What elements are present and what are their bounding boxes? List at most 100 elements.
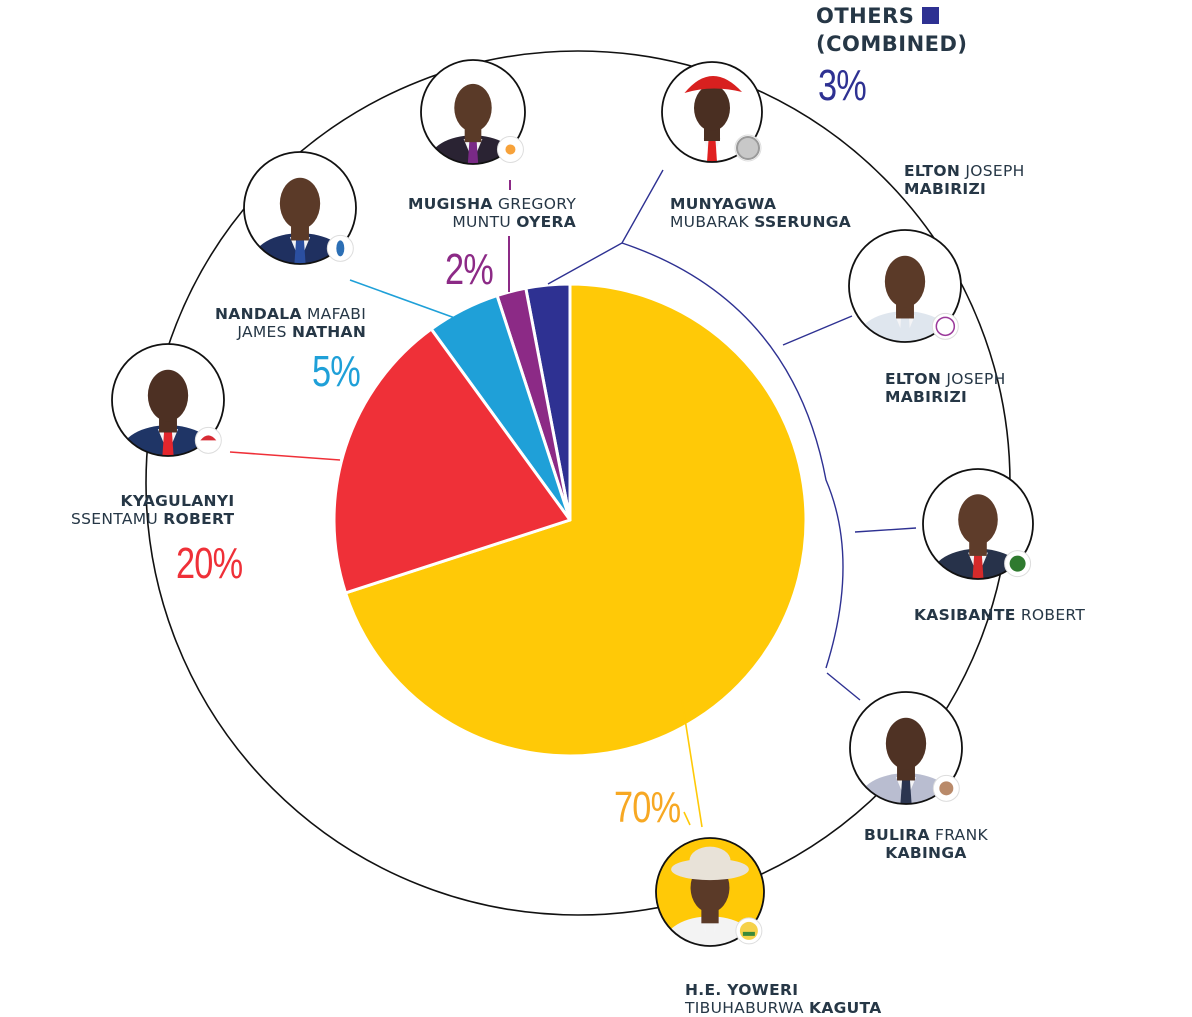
nup-umbrella-icon [194, 426, 222, 454]
others-legend-swatch [922, 7, 940, 24]
photo-frame [849, 691, 963, 805]
portrait-head [885, 717, 927, 770]
pct-label-kyagulanyi: 20% [176, 539, 243, 588]
name-part: ELTON [885, 370, 942, 388]
name-part: MUNTU [452, 213, 517, 231]
name-part: KABINGA [885, 844, 967, 862]
candidate-name-museveni: H.E. YOWERI TIBUHABURWA KAGUTA [685, 981, 882, 1017]
name-part: JOSEPH [941, 370, 1006, 388]
portrait-mugisha [428, 83, 518, 164]
name-part: GREGORY [492, 195, 577, 213]
bulb-icon [496, 135, 524, 163]
candidate-photo-bulira [849, 691, 963, 805]
candidate-name-kyagulanyi: KYAGULANYI SSENTAMU ROBERT [71, 492, 234, 528]
hat-crown [689, 846, 731, 875]
connector-museveni [681, 699, 703, 828]
name-part: SSERUNGA [754, 213, 852, 231]
photo-frame [111, 343, 225, 457]
portrait-tie [294, 239, 306, 264]
name-part: NANDALA [215, 305, 302, 323]
name-part: FRANK [929, 826, 988, 844]
portrait-tie [899, 317, 911, 342]
name-part: JAMES [237, 323, 293, 341]
portrait-head [884, 255, 926, 308]
candidate-name-munyagwa: MUNYAGWA MUBARAK SSERUNGA [670, 195, 851, 231]
others-bracket-arc [621, 242, 844, 669]
name-part: MABIRIZI [885, 388, 968, 406]
nrp-emblem-icon [1004, 550, 1032, 578]
name-part: NATHAN [292, 323, 367, 341]
candidate-name-nandala: NANDALA MAFABI JAMES NATHAN [215, 305, 366, 341]
candidate-photo-mugisha [420, 59, 526, 165]
pct-label-museveni: 70% [614, 783, 681, 832]
portrait-tie [704, 922, 716, 946]
name-part: TIBUHABURWA [685, 999, 810, 1017]
candidate-name-kasibante: KASIBANTE ROBERT [914, 606, 1085, 624]
name-part: MUBARAK [670, 213, 755, 231]
portrait-tie [162, 431, 174, 456]
others-title-line2: (COMBINED) [816, 32, 968, 56]
portrait-head [279, 177, 321, 230]
others-title-line1: OTHERS [816, 4, 915, 28]
portrait-kasibante [931, 494, 1025, 579]
name-part: KAGUTA [809, 999, 882, 1017]
name-part: BULIRA [864, 826, 930, 844]
name-part: ROBERT [163, 510, 235, 528]
candidate-name-elton-top: ELTON JOSEPH MABIRIZI [904, 162, 1025, 198]
portrait-museveni [664, 846, 756, 946]
name-part: KYAGULANYI [120, 492, 235, 510]
hands-emblem-icon [932, 774, 960, 802]
candidate-photo-elton [848, 229, 962, 343]
fdc-emblem-icon [326, 234, 354, 262]
coin-icon [734, 134, 762, 162]
name-part: MUNYAGWA [670, 195, 777, 213]
name-part: OYERA [516, 213, 577, 231]
photo-frame [848, 229, 962, 343]
connector-kyagulanyi [229, 451, 341, 461]
pie-slice-museveni [344, 282, 808, 758]
pie-slice-kyagulanyi [332, 327, 572, 595]
photo-frame [243, 151, 357, 265]
portrait-tie [900, 779, 912, 804]
candidate-photo-munyagwa [661, 61, 763, 163]
name-part: SSENTAMU [71, 510, 164, 528]
connector-elton [782, 315, 853, 346]
red-beret [684, 75, 742, 93]
candidate-name-mugisha: MUGISHA GREGORY MUNTU OYERA [408, 195, 576, 231]
others-pct-label: 3% [818, 61, 867, 110]
portrait-tie [467, 141, 479, 164]
portrait-bulira [858, 717, 954, 804]
name-part: MUGISHA [408, 195, 493, 213]
portrait-head [958, 494, 998, 545]
portrait-kyagulanyi [120, 369, 216, 456]
photo-frame [661, 61, 763, 163]
pct-label-nandala: 5% [312, 347, 361, 396]
name-part: JOSEPH [960, 162, 1025, 180]
nrm-emblem-icon [735, 917, 763, 945]
connector-kasibante [854, 527, 917, 533]
others-legend: OTHERS (COMBINED) [816, 2, 968, 58]
portrait-head [147, 369, 189, 422]
portrait-head [694, 85, 730, 131]
name-part: KASIBANTE [914, 606, 1016, 624]
name-part: H.E. YOWERI [685, 981, 799, 999]
portrait-tie [707, 140, 717, 162]
cp-emblem-icon [931, 312, 959, 340]
photo-frame [420, 59, 526, 165]
portrait-munyagwa [669, 75, 755, 162]
name-part: MABIRIZI [904, 180, 987, 198]
connector-nandala [349, 279, 456, 319]
connector-bulira [826, 672, 861, 701]
portrait-tie [972, 554, 984, 579]
name-part: ELTON [904, 162, 961, 180]
pct-label-mugisha: 2% [445, 245, 494, 294]
photo-frame [655, 837, 765, 947]
name-part: ROBERT [1015, 606, 1086, 624]
candidate-name-elton: ELTON JOSEPH MABIRIZI [885, 370, 1006, 406]
portrait-elton [857, 255, 953, 342]
portrait-nandala [252, 177, 348, 264]
connector-museveni-short [683, 811, 691, 826]
candidate-name-bulira: BULIRA FRANK KABINGA [864, 826, 988, 862]
